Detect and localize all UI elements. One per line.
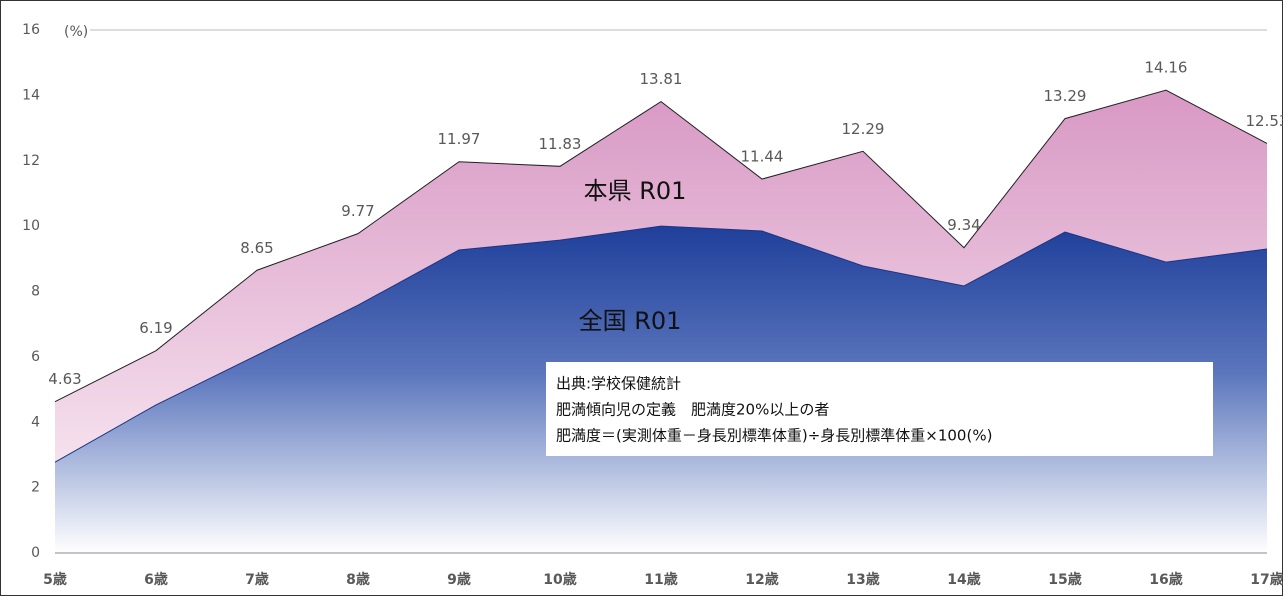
x-tick-label: 17歳 — [1250, 571, 1283, 588]
data-label: 14.16 — [1145, 59, 1188, 77]
x-tick-label: 10歳 — [543, 571, 576, 588]
x-tick-label: 9歳 — [447, 571, 471, 588]
series-label: 全国 R01 — [579, 307, 682, 335]
y-tick-label: 16 — [22, 22, 40, 38]
data-label: 11.83 — [539, 135, 582, 153]
x-tick-label: 14歳 — [947, 571, 980, 588]
x-tick-label: 12歳 — [745, 571, 778, 588]
x-tick-label: 13歳 — [846, 571, 879, 588]
y-tick-label: 14 — [22, 87, 40, 103]
data-label: 9.34 — [947, 216, 980, 234]
y-tick-label: 6 — [31, 349, 40, 365]
y-tick-label: 8 — [31, 284, 40, 300]
area-line — [54, 225, 1268, 463]
data-label: 4.63 — [48, 370, 81, 388]
data-label: 9.77 — [341, 202, 374, 220]
area-line — [54, 89, 1268, 403]
y-tick-label: 4 — [31, 414, 40, 430]
x-tick-label: 6歳 — [144, 571, 168, 588]
data-label: 12.29 — [842, 120, 885, 138]
series-label: 本県 R01 — [584, 177, 687, 205]
data-label: 13.81 — [640, 70, 683, 88]
data-label: 8.65 — [240, 239, 273, 257]
x-tick-label: 11歳 — [644, 571, 677, 588]
annotation-line: 出典:学校保健統計 — [556, 375, 681, 393]
y-tick-label: 2 — [31, 480, 40, 496]
data-label: 11.44 — [741, 148, 784, 166]
data-label: 12.53 — [1246, 112, 1283, 130]
x-tick-label: 7歳 — [245, 571, 269, 588]
annotation-box — [546, 362, 1213, 456]
x-tick-label: 8歳 — [346, 571, 370, 588]
y-tick-label: 10 — [22, 218, 40, 234]
data-label: 13.29 — [1044, 87, 1087, 105]
y-tick-label: 0 — [31, 545, 40, 561]
data-label: 6.19 — [139, 319, 172, 337]
annotation-line: 肥満度＝(実測体重－身長別標準体重)÷身長別標準体重×100(%) — [556, 427, 992, 445]
x-tick-label: 15歳 — [1048, 571, 1081, 588]
x-tick-label: 5歳 — [43, 571, 67, 588]
x-tick-label: 16歳 — [1149, 571, 1182, 588]
y-tick-label: 12 — [22, 153, 40, 169]
data-label: 11.97 — [438, 130, 481, 148]
y-unit: (%) — [64, 24, 88, 40]
annotation-line: 肥満傾向児の定義 肥満度20%以上の者 — [556, 401, 829, 419]
